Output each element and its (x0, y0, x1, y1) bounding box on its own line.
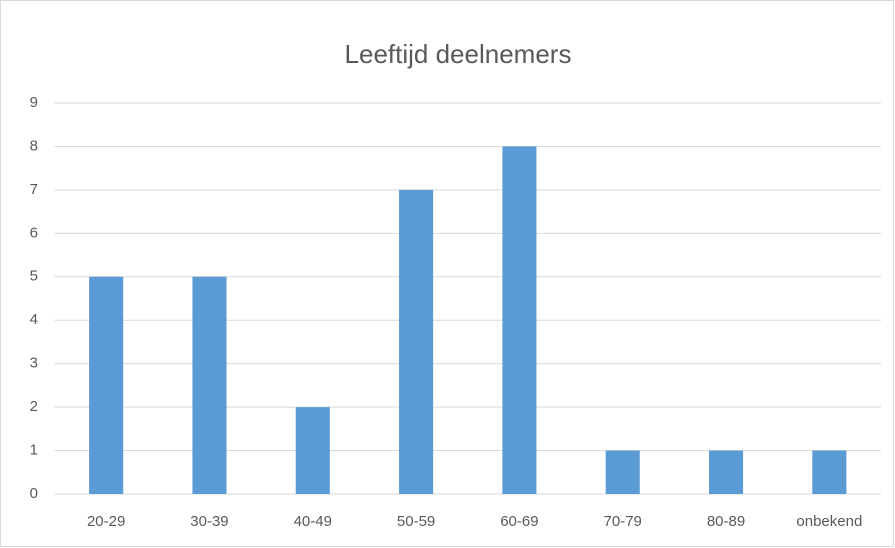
bar (708, 450, 744, 494)
y-tick-label: 9 (30, 94, 38, 111)
y-tick-label: 4 (30, 311, 38, 328)
x-tick-label: onbekend (796, 513, 862, 530)
y-tick-label: 2 (30, 398, 38, 415)
x-tick-label: 30-39 (190, 513, 228, 530)
y-tick-label: 6 (30, 224, 38, 241)
y-tick-label: 0 (30, 485, 38, 502)
x-tick-label: 60-69 (500, 513, 538, 530)
y-tick-label: 8 (30, 137, 38, 154)
y-tick-label: 5 (30, 268, 38, 285)
bar (192, 276, 227, 494)
x-tick-label: 50-59 (397, 513, 435, 530)
bar (295, 407, 330, 494)
bar (89, 276, 124, 494)
x-tick-label: 80-89 (707, 513, 745, 530)
bar (605, 450, 640, 494)
bar (812, 450, 847, 494)
y-tick-label: 1 (30, 442, 38, 459)
y-tick-label: 3 (30, 355, 38, 372)
x-tick-label: 40-49 (294, 513, 332, 530)
bar (502, 146, 537, 494)
x-tick-label: 70-79 (604, 513, 642, 530)
chart-title: Leeftijd deelnemers (345, 39, 572, 69)
bar (399, 189, 434, 494)
x-tick-label: 20-29 (87, 513, 125, 530)
y-tick-label: 7 (30, 181, 38, 198)
